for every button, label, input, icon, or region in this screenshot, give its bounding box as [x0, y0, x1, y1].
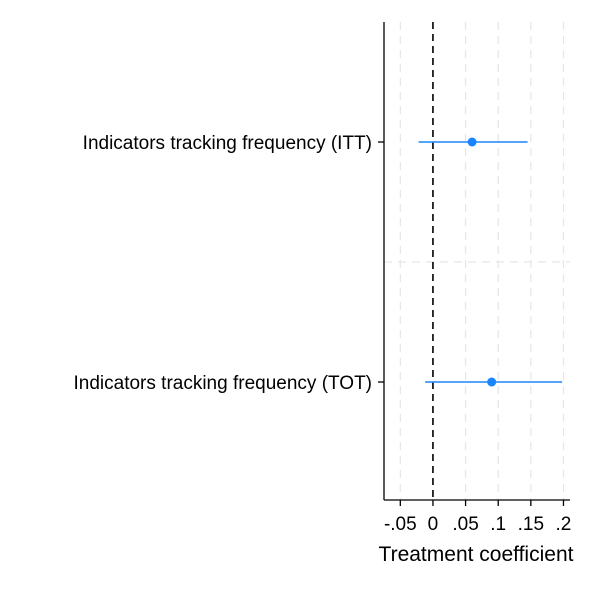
x-tick-label-2: .05 — [452, 514, 478, 535]
point-estimate-0 — [467, 137, 477, 147]
y-axis-ticks — [378, 141, 384, 383]
category-labels: Indicators tracking frequency (ITT) Indic… — [74, 133, 372, 394]
x-axis-ticks — [399, 500, 565, 506]
x-tick-label-5: .2 — [556, 514, 572, 535]
x-tick-label-1: 0 — [428, 514, 439, 535]
category-label-0: Indicators tracking frequency (ITT) — [83, 133, 372, 154]
x-tick-labels: -.05 0 .05 .1 .15 .2 — [384, 514, 571, 535]
point-estimate-1 — [487, 377, 497, 387]
category-label-1: Indicators tracking frequency (TOT) — [74, 373, 372, 394]
grid-lines — [399, 22, 565, 500]
x-tick-label-0: -.05 — [384, 514, 417, 535]
x-tick-label-3: .1 — [490, 514, 506, 535]
x-tick-label-4: .15 — [518, 514, 544, 535]
x-axis-title: Treatment coefficient — [379, 543, 574, 566]
point-estimates — [467, 137, 497, 387]
